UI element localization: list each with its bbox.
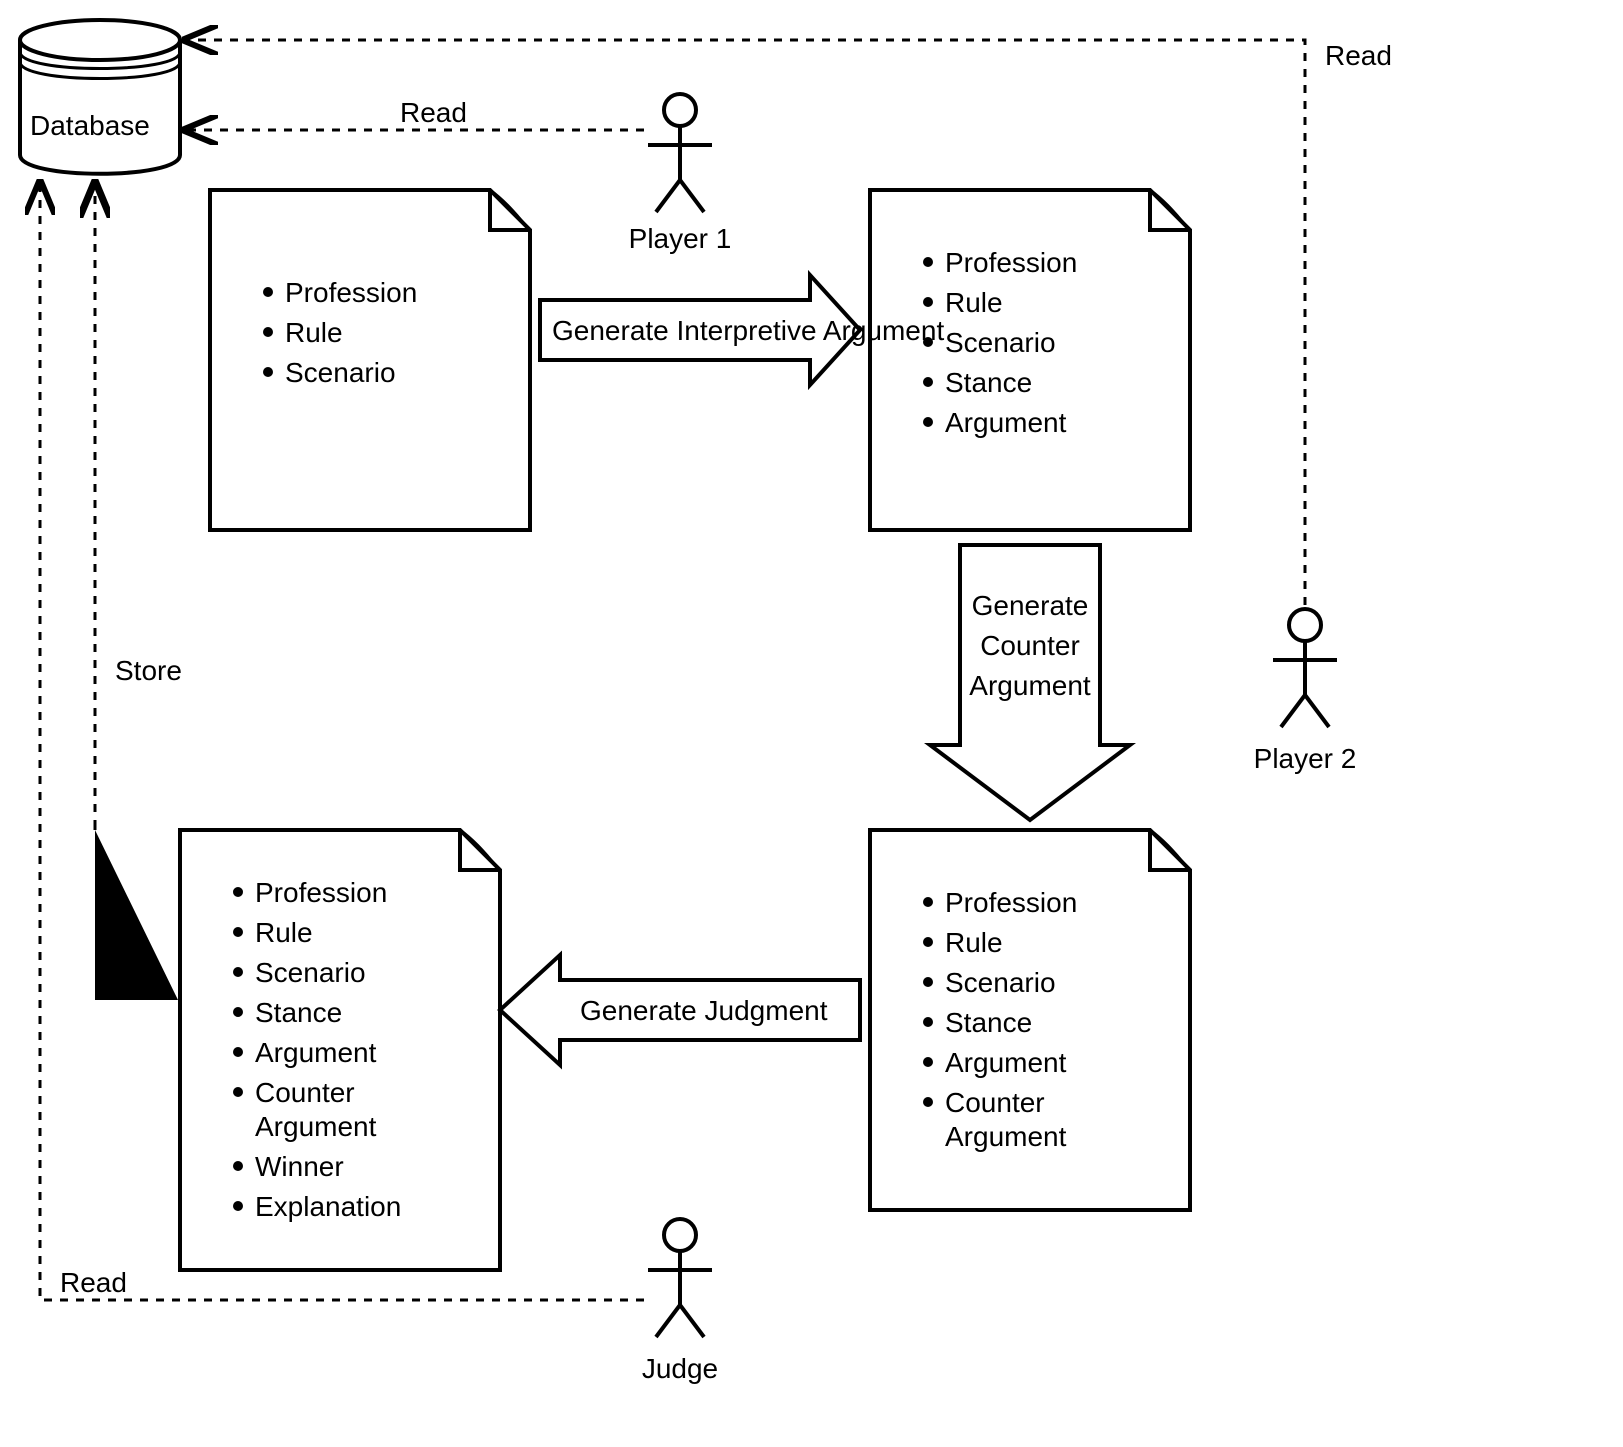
diagram-canvas: Database Profession Rule Scenario Profes…: [0, 0, 1623, 1447]
block-arrow-counter: Generate Counter Argument: [930, 545, 1130, 820]
doc1-item-0: Profession: [285, 277, 417, 308]
doc3-item-4: Argument: [945, 1047, 1067, 1078]
arrow2-l2: Counter: [980, 630, 1080, 661]
database-cylinder: Database: [20, 20, 180, 174]
store-label: Store: [115, 655, 182, 686]
read-p1-label: Read: [400, 97, 467, 128]
doc3-item-1: Rule: [945, 927, 1003, 958]
judge-label: Judge: [642, 1353, 718, 1384]
document-4: Profession Rule Scenario Stance Argument…: [180, 830, 500, 1270]
doc4-item-3: Stance: [255, 997, 342, 1028]
actor-player1: Player 1: [629, 94, 732, 254]
doc4-item-2: Scenario: [255, 957, 366, 988]
document-3: Profession Rule Scenario Stance Argument…: [870, 830, 1190, 1210]
doc1-item-1: Rule: [285, 317, 343, 348]
doc4-item-4: Argument: [255, 1037, 377, 1068]
doc2-item-4: Argument: [945, 407, 1067, 438]
document-2: Profession Rule Scenario Stance Argument: [870, 190, 1190, 530]
actor-judge: Judge: [642, 1219, 718, 1384]
doc1-item-2: Scenario: [285, 357, 396, 388]
doc3-item-5b: Argument: [945, 1121, 1067, 1152]
doc4-item-6: Winner: [255, 1151, 344, 1182]
doc4-item-7: Explanation: [255, 1191, 401, 1222]
arrow3-label: Generate Judgment: [580, 995, 828, 1026]
doc3-item-0: Profession: [945, 887, 1077, 918]
player1-label: Player 1: [629, 223, 732, 254]
doc2-item-1: Rule: [945, 287, 1003, 318]
doc2-item-2: Scenario: [945, 327, 1056, 358]
doc3-item-2: Scenario: [945, 967, 1056, 998]
arrow1-label: Generate Interpretive Argument: [552, 315, 944, 346]
database-label: Database: [30, 110, 150, 141]
doc4-item-1: Rule: [255, 917, 313, 948]
doc3-item-5a: Counter: [945, 1087, 1045, 1118]
arrow2-l3: Argument: [969, 670, 1091, 701]
block-arrow-judgment: Generate Judgment: [500, 955, 860, 1065]
doc3-item-3: Stance: [945, 1007, 1032, 1038]
arrow2-l1: Generate: [972, 590, 1089, 621]
doc2-list: Profession Rule Scenario Stance Argument: [923, 247, 1077, 438]
doc4-item-0: Profession: [255, 877, 387, 908]
dashed-store: Store: [95, 182, 182, 1000]
doc2-item-0: Profession: [945, 247, 1077, 278]
read-p2-label: Read: [1325, 40, 1392, 71]
document-1: Profession Rule Scenario: [210, 190, 530, 530]
doc2-item-3: Stance: [945, 367, 1032, 398]
player2-label: Player 2: [1254, 743, 1357, 774]
read-judge-label: Read: [60, 1267, 127, 1298]
doc4-item-5a: Counter: [255, 1077, 355, 1108]
actor-player2: Player 2: [1254, 609, 1357, 774]
doc4-item-5b: Argument: [255, 1111, 377, 1142]
